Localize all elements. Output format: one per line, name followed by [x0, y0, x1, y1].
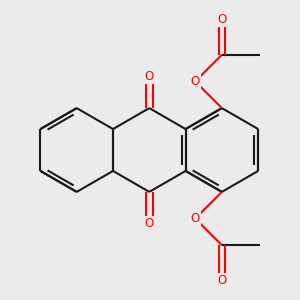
Text: O: O: [190, 212, 200, 225]
Text: O: O: [145, 70, 154, 83]
Text: O: O: [145, 217, 154, 230]
Text: O: O: [190, 75, 200, 88]
Text: O: O: [217, 13, 226, 26]
Text: O: O: [217, 274, 226, 287]
